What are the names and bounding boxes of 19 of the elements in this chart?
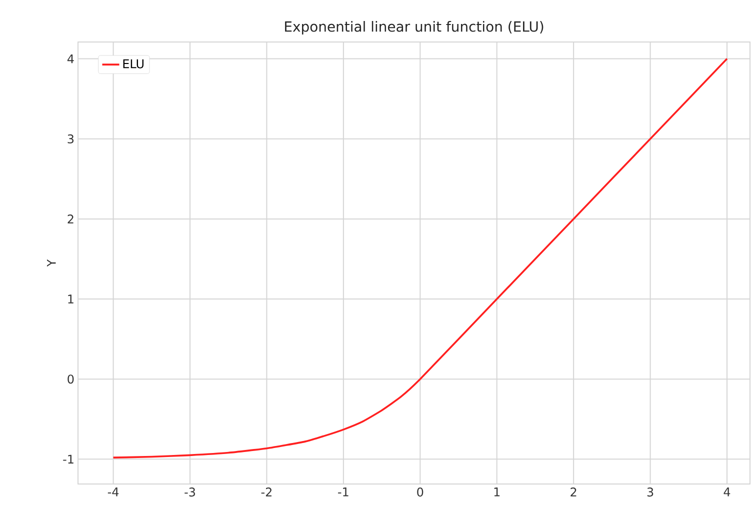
y-tick-label: 1 [68,294,74,304]
x-tick-label: -4 [108,488,119,496]
x-tick-label: -2 [261,488,272,496]
x-tick-label: 3 [647,488,654,497]
chart-title: Exponential linear unit function (ELU) [285,21,544,34]
y-tick-label: 3 [68,134,74,144]
y-tick-label: 2 [68,214,74,224]
line-series [112,58,728,458]
x-tick-label: 0 [417,488,424,497]
y-axis-title: Y [47,259,56,267]
x-tick-label: 4 [724,488,730,496]
y-tick-label: 0 [68,374,74,384]
y-tick-label: 4 [67,54,74,64]
legend-label: ELU [123,59,144,68]
x-tick-label: 1 [494,488,500,496]
x-tick-label: -3 [184,488,195,497]
x-tick-label: -1 [338,488,348,496]
y-tick-label: -1 [63,454,74,464]
x-tick-label: 2 [570,488,576,496]
